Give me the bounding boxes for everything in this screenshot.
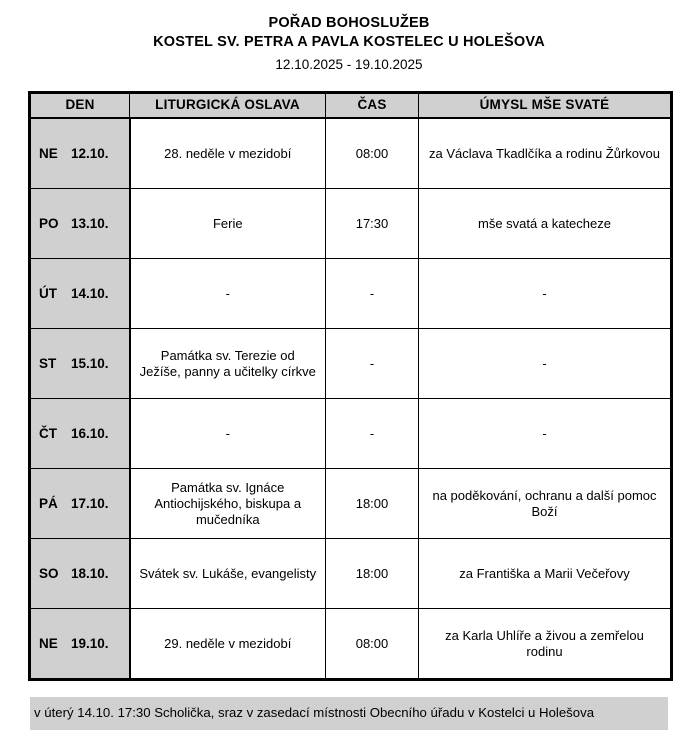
liturgy-cell: Památka sv. Ignáce Antiochijského, bisku…	[129, 468, 326, 539]
intention-cell: -	[418, 398, 672, 469]
day-abbreviation: NE	[39, 635, 58, 651]
day-abbreviation: NE	[39, 145, 58, 161]
time-cell: -	[325, 328, 419, 399]
table-row: PO 13.10. Ferie 17:30 mše svatá a kateche…	[29, 188, 672, 259]
day-date: 14.10.	[71, 285, 109, 301]
day-cell: ST 15.10.	[29, 328, 131, 399]
table-row: ÚT 14.10. - - -	[29, 258, 672, 329]
table-row: PÁ 17.10. Památka sv. Ignáce Antiochijské…	[29, 468, 672, 539]
time-cell: 08:00	[325, 608, 419, 680]
time-cell: 18:00	[325, 468, 419, 539]
intention-cell: za Václava Tkadlčíka a rodinu Žůrkovou	[418, 117, 672, 189]
time-cell: 08:00	[325, 117, 419, 189]
column-header-liturgy: LITURGICKÁ OSLAVA	[129, 92, 326, 119]
liturgy-cell: Památka sv. Terezie od Ježíše, panny a u…	[129, 328, 326, 399]
liturgy-cell: 29. neděle v mezidobí	[129, 608, 326, 680]
time-cell: -	[325, 258, 419, 329]
day-date: 12.10.	[71, 145, 109, 161]
column-header-den: DEN	[29, 92, 130, 119]
day-cell: ČT 16.10.	[29, 398, 131, 469]
intention-cell: -	[418, 328, 672, 399]
day-cell: NE 19.10.	[29, 608, 131, 680]
schedule-table-container: DEN LITURGICKÁ OSLAVA ČAS ÚMYSL MŠE SVAT…	[28, 91, 673, 681]
page-header: POŘAD BOHOSLUŽEB KOSTEL SV. PETRA A PAVL…	[0, 0, 698, 74]
table-row: NE 19.10. 29. neděle v mezidobí 08:00 za …	[29, 608, 672, 680]
intention-cell: -	[418, 258, 672, 329]
page-title-secondary: KOSTEL SV. PETRA A PAVLA KOSTELEC U HOLE…	[153, 34, 545, 50]
day-abbreviation: ÚT	[39, 285, 57, 301]
day-date: 17.10.	[71, 495, 109, 511]
day-cell: SO 18.10.	[29, 538, 131, 609]
table-row: NE 12.10. 28. neděle v mezidobí 08:00 za …	[29, 117, 672, 189]
liturgy-cell: Svátek sv. Lukáše, evangelisty	[129, 538, 326, 609]
intention-cell: za Františka a Marii Večeřovy	[418, 538, 672, 609]
date-range: 12.10.2025 - 19.10.2025	[275, 57, 423, 72]
day-abbreviation: ČT	[39, 425, 57, 441]
page-title-primary: POŘAD BOHOSLUŽEB	[268, 15, 430, 31]
day-date: 16.10.	[71, 425, 109, 441]
intention-cell: na poděkování, ochranu a další pomoc Bož…	[418, 468, 672, 539]
intention-cell: za Karla Uhlíře a živou a zemřelou rodin…	[418, 608, 672, 680]
day-date: 19.10.	[71, 635, 109, 651]
day-cell: NE 12.10.	[29, 117, 131, 189]
time-cell: -	[325, 398, 419, 469]
intention-cell: mše svatá a katecheze	[418, 188, 672, 259]
day-abbreviation: SO	[39, 565, 59, 581]
time-cell: 17:30	[325, 188, 419, 259]
table-header-row: DEN LITURGICKÁ OSLAVA ČAS ÚMYSL MŠE SVAT…	[29, 92, 672, 119]
column-header-time: ČAS	[325, 92, 419, 119]
schedule-table: DEN LITURGICKÁ OSLAVA ČAS ÚMYSL MŠE SVAT…	[28, 91, 673, 681]
day-date: 18.10.	[71, 565, 109, 581]
column-header-intention: ÚMYSL MŠE SVATÉ	[418, 92, 672, 119]
day-date: 13.10.	[71, 215, 109, 231]
table-row: ST 15.10. Památka sv. Terezie od Ježíše, …	[29, 328, 672, 399]
liturgy-cell: Ferie	[129, 188, 326, 259]
liturgy-cell: -	[129, 258, 326, 329]
day-cell: PO 13.10.	[29, 188, 131, 259]
day-cell: ÚT 14.10.	[29, 258, 131, 329]
day-abbreviation: PO	[39, 215, 59, 231]
day-date: 15.10.	[71, 355, 109, 371]
table-row: SO 18.10. Svátek sv. Lukáše, evangelisty …	[29, 538, 672, 609]
day-abbreviation: PÁ	[39, 495, 58, 511]
footer-note: v úterý 14.10. 17:30 Scholička, sraz v z…	[30, 697, 668, 730]
table-row: ČT 16.10. - - -	[29, 398, 672, 469]
day-cell: PÁ 17.10.	[29, 468, 131, 539]
liturgy-cell: -	[129, 398, 326, 469]
table-header: DEN LITURGICKÁ OSLAVA ČAS ÚMYSL MŠE SVAT…	[29, 92, 672, 119]
day-abbreviation: ST	[39, 355, 57, 371]
table-body: NE 12.10. 28. neděle v mezidobí 08:00 za …	[29, 117, 672, 680]
liturgy-cell: 28. neděle v mezidobí	[129, 117, 326, 189]
time-cell: 18:00	[325, 538, 419, 609]
